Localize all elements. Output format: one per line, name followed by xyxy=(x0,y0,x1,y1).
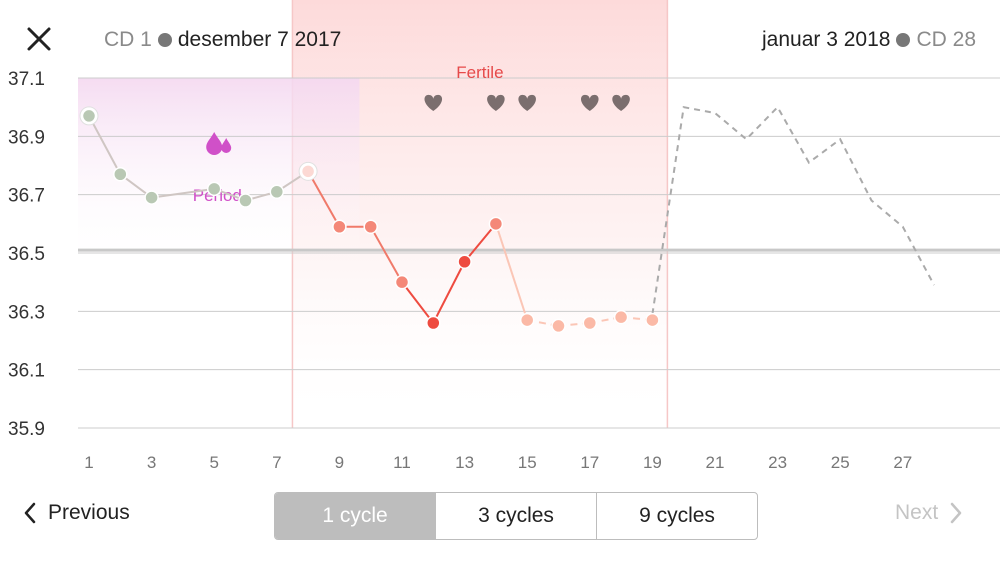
start-cycle-day: CD 1 xyxy=(104,28,152,51)
period-drop-icon xyxy=(206,132,223,155)
temperature-chart: 37.136.936.736.536.336.135.9 1 3 5 7 9 11 13 15… xyxy=(8,0,1000,472)
temperature-point xyxy=(81,108,97,124)
x-tick-label: 19 xyxy=(643,453,662,472)
temperature-point xyxy=(269,184,285,199)
cycle-end-info: januar 3 2018 CD 28 xyxy=(762,28,976,52)
temperature-point xyxy=(144,190,159,205)
x-tick-label: 7 xyxy=(272,453,281,472)
temperature-point xyxy=(613,309,629,325)
intercourse-heart-icon xyxy=(612,94,630,111)
close-button[interactable] xyxy=(20,20,58,58)
temperature-line-segment xyxy=(369,226,403,283)
y-tick-label: 36.7 xyxy=(8,186,45,207)
temperature-line-segment xyxy=(432,261,466,324)
x-tick-label: 9 xyxy=(335,453,344,472)
previous-button[interactable]: Previous xyxy=(22,501,130,525)
x-tick-label: 5 xyxy=(209,453,218,472)
period-drop-small-icon xyxy=(221,138,232,153)
x-tick-label: 1 xyxy=(84,453,93,472)
predicted-temperature-line xyxy=(651,105,935,315)
x-tick-label: 27 xyxy=(893,453,912,472)
end-date: januar 3 2018 xyxy=(762,28,891,51)
chevron-right-icon xyxy=(950,502,962,524)
temperature-point xyxy=(645,312,660,328)
y-tick-label: 36.9 xyxy=(8,127,45,148)
fertile-label: Fertile xyxy=(456,63,503,82)
end-cycle-day: CD 28 xyxy=(916,28,976,51)
x-tick-label: 25 xyxy=(831,453,850,472)
y-tick-label: 36.1 xyxy=(8,361,45,382)
temperature-line-segment xyxy=(463,223,497,263)
segment-1-cycle[interactable]: 1 cycle xyxy=(275,493,436,539)
temperature-point xyxy=(300,164,316,179)
intercourse-heart-icon xyxy=(581,94,599,111)
temperature-point xyxy=(206,181,222,197)
cycle-range-selector: 1 cycle 3 cycles 9 cycles xyxy=(274,492,758,540)
y-tick-label: 37.1 xyxy=(8,69,45,90)
x-tick-label: 15 xyxy=(518,453,537,472)
temperature-point xyxy=(332,219,347,234)
temperature-point xyxy=(363,219,378,234)
cycle-start-info: CD 1 desember 7 2017 xyxy=(104,28,341,52)
segment-3-cycles[interactable]: 3 cycles xyxy=(436,493,597,539)
x-tick-label: 23 xyxy=(768,453,787,472)
temperature-point xyxy=(519,312,535,328)
chevron-left-icon xyxy=(24,502,36,524)
temperature-line-segment xyxy=(401,281,435,324)
x-tick-label: 11 xyxy=(393,453,411,472)
temperature-line-segment xyxy=(88,115,122,175)
segment-9-cycles[interactable]: 9 cycles xyxy=(639,504,715,527)
temperature-point xyxy=(457,254,472,269)
intercourse-heart-icon xyxy=(518,94,536,111)
next-label: Next xyxy=(895,501,939,524)
temperature-point xyxy=(394,274,410,290)
x-tick-label: 21 xyxy=(706,453,725,472)
x-tick-label: 3 xyxy=(147,453,156,472)
intercourse-heart-icon xyxy=(424,94,443,111)
close-icon xyxy=(27,27,51,51)
temperature-point xyxy=(582,315,598,331)
temperature-point xyxy=(488,216,504,232)
next-button[interactable]: Next xyxy=(895,501,964,525)
x-tick-label: 13 xyxy=(455,453,474,472)
y-tick-label: 36.5 xyxy=(8,244,45,265)
temperature-line-segment xyxy=(307,170,341,228)
previous-label: Previous xyxy=(48,501,130,524)
temperature-line-segment xyxy=(494,223,529,321)
temperature-point xyxy=(551,318,566,334)
end-dot-icon xyxy=(896,33,911,47)
x-tick-label: 17 xyxy=(580,453,599,472)
y-tick-label: 36.3 xyxy=(8,302,45,323)
temperature-point xyxy=(113,167,128,182)
temperature-point xyxy=(426,315,441,331)
start-date: desember 7 2017 xyxy=(177,28,342,51)
temperature-point xyxy=(238,193,253,208)
start-dot-icon xyxy=(157,33,172,47)
temperature-line-segment xyxy=(151,187,215,199)
intercourse-heart-icon xyxy=(487,94,505,111)
y-tick-label: 35.9 xyxy=(8,419,45,440)
